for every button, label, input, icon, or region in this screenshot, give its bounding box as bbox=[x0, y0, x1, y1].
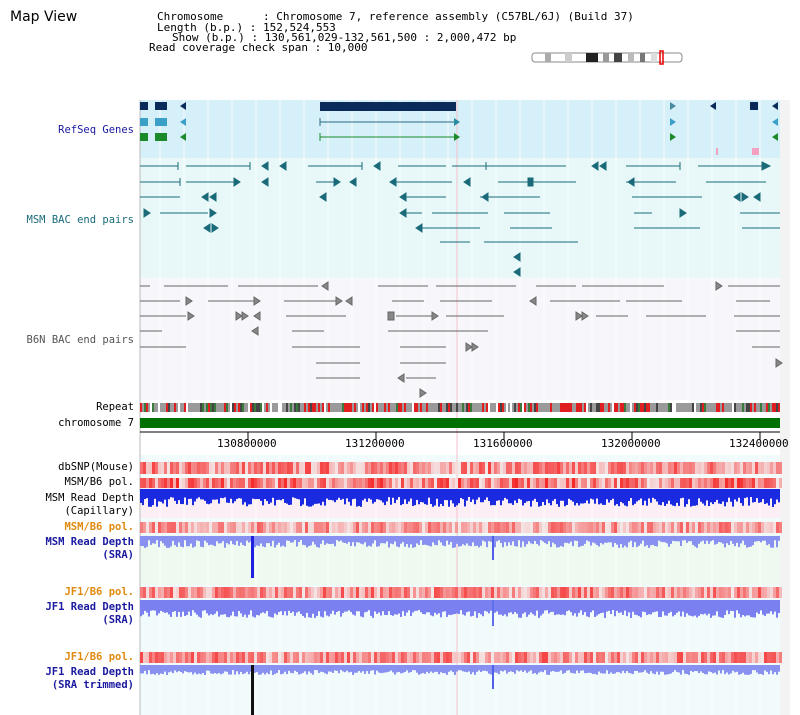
track-label-capillary: (Capillary) bbox=[64, 505, 134, 517]
b6n-bac-end-pairs[interactable] bbox=[140, 281, 783, 398]
track-label-msm-b6-pol-2: MSM/B6 pol. bbox=[64, 521, 134, 533]
repeat-track[interactable] bbox=[140, 403, 780, 412]
track-label-jf1-b6-pol-2: JF1/B6 pol. bbox=[64, 651, 134, 663]
refseq-track-bg bbox=[140, 100, 780, 158]
msm-bac-track-bg bbox=[140, 158, 780, 278]
track-label-msm-read-depth-capillary: MSM Read Depth bbox=[45, 492, 134, 504]
info-length: Length (b.p.) : 152,524,553 bbox=[157, 21, 336, 34]
track-label-jf1-sra: (SRA) bbox=[102, 614, 134, 626]
track-label-repeat: Repeat bbox=[96, 401, 134, 413]
page-title: Map View bbox=[10, 9, 78, 25]
axis-tick-label: 131600000 bbox=[473, 437, 533, 450]
track-label-msm-bac[interactable]: MSM BAC end pairs bbox=[26, 214, 134, 226]
chromosome-ideogram[interactable] bbox=[531, 50, 683, 65]
track-label-msm-read-depth-sra: MSM Read Depth bbox=[45, 536, 134, 548]
depth-tracks[interactable] bbox=[140, 489, 780, 715]
track-label-msm-b6-pol: MSM/B6 pol. bbox=[64, 476, 134, 488]
axis-tick-label: 132000000 bbox=[601, 437, 661, 450]
track-label-jf1-b6-pol: JF1/B6 pol. bbox=[64, 586, 134, 598]
refseq-genes[interactable] bbox=[140, 102, 778, 155]
axis-tick-label: 131200000 bbox=[345, 437, 405, 450]
track-label-sra: (SRA) bbox=[102, 549, 134, 561]
track-label-dbsnp: dbSNP(Mouse) bbox=[58, 461, 134, 473]
axis-tick-label: 130800000 bbox=[217, 437, 277, 450]
msm-bac-end-pairs[interactable] bbox=[140, 161, 780, 277]
track-label-chromosome: chromosome 7 bbox=[58, 417, 134, 429]
track-label-jf1-read-depth-trimmed: JF1 Read Depth bbox=[45, 666, 134, 678]
axis-tick-label: 132400000 bbox=[729, 437, 789, 450]
track-label-b6n-bac[interactable]: B6N BAC end pairs bbox=[26, 334, 134, 346]
chromosome-bar[interactable] bbox=[140, 418, 780, 428]
info-chromosome: Chromosome : Chromosome 7, reference ass… bbox=[157, 10, 634, 23]
track-label-sra-trimmed: (SRA trimmed) bbox=[51, 679, 134, 691]
b6n-bac-track-bg bbox=[140, 278, 780, 400]
info-coverage: Read coverage check span : 10,000 bbox=[149, 41, 368, 54]
track-label-refseq[interactable]: RefSeq Genes bbox=[58, 124, 134, 136]
info-show: Show (b.p.) : 130,561,029-132,561,500 : … bbox=[172, 31, 517, 44]
heat-tracks[interactable] bbox=[140, 462, 782, 663]
track-label-jf1-read-depth: JF1 Read Depth bbox=[45, 601, 134, 613]
position-axis bbox=[140, 431, 780, 440]
